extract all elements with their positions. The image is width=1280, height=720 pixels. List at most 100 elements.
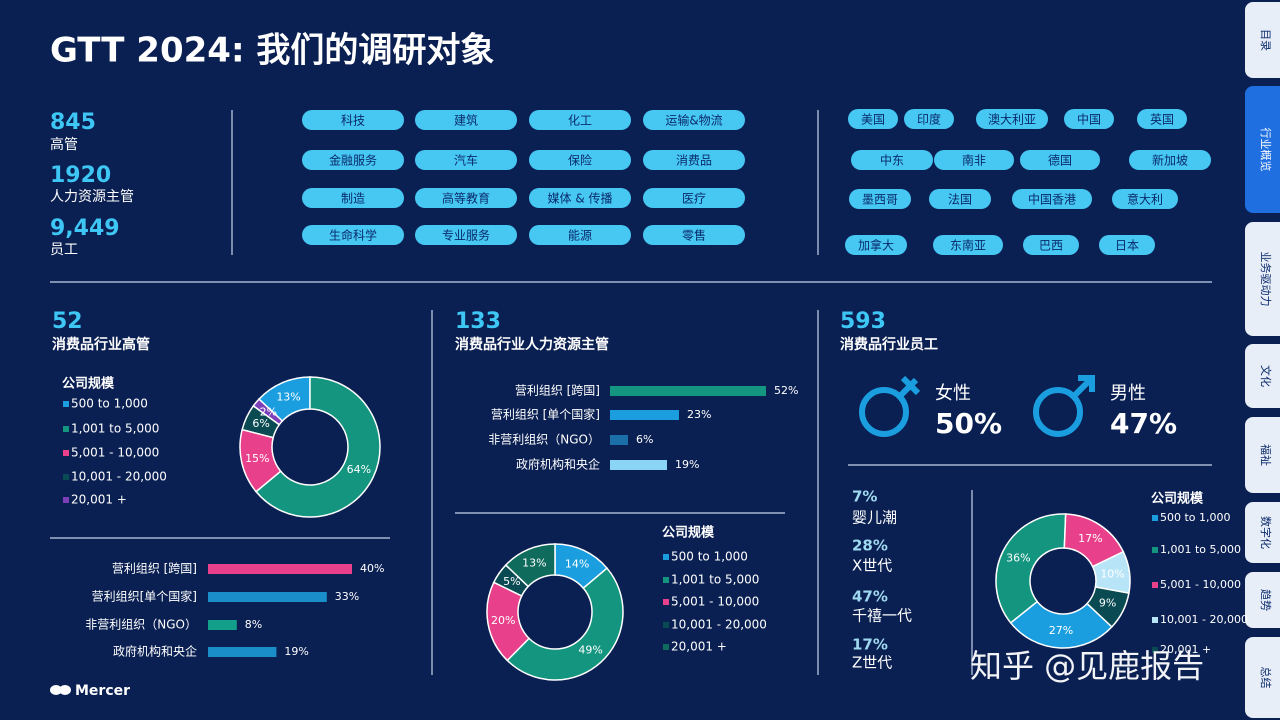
legend-label: 500 to 1,000 bbox=[671, 550, 748, 564]
legend-label: 20,001 + bbox=[71, 493, 127, 507]
panel-label: 消费品行业员工 bbox=[840, 336, 938, 353]
bar-value: 19% bbox=[284, 645, 308, 658]
donut-label: 13% bbox=[522, 557, 546, 570]
stat-label: 员工 bbox=[50, 242, 78, 258]
pill-label: 金融服务 bbox=[329, 153, 377, 168]
legend-swatch bbox=[63, 474, 69, 480]
female-icon bbox=[859, 375, 921, 437]
donut-slice bbox=[995, 513, 1067, 624]
pill bbox=[976, 109, 1048, 129]
pill-label: 运输&物流 bbox=[665, 113, 722, 128]
pill bbox=[851, 150, 933, 170]
legend-swatch bbox=[63, 426, 69, 432]
pill-label: 汽车 bbox=[454, 153, 478, 168]
pill-label: 化工 bbox=[568, 114, 592, 128]
legend-label: 20,001 + bbox=[1160, 643, 1211, 656]
legend-label: 5,001 - 10,000 bbox=[71, 446, 159, 460]
pill-label: 印度 bbox=[917, 112, 941, 127]
bar-value: 19% bbox=[675, 458, 699, 471]
bar-value: 52% bbox=[774, 384, 798, 397]
gender-value: 50% bbox=[935, 407, 1002, 440]
nav-tab[interactable] bbox=[1245, 572, 1280, 628]
nav-tab[interactable] bbox=[1245, 344, 1280, 408]
bar bbox=[610, 386, 766, 396]
donut-slice bbox=[504, 543, 556, 588]
panel-count: 52 bbox=[52, 309, 83, 334]
pill bbox=[643, 110, 745, 130]
pill bbox=[1129, 150, 1211, 170]
pill bbox=[1020, 150, 1100, 170]
donut-label: 27% bbox=[1049, 624, 1073, 637]
generation-label: 千禧一代 bbox=[852, 607, 912, 625]
pill bbox=[1012, 189, 1092, 209]
pill bbox=[643, 225, 745, 245]
donut-label: 20% bbox=[491, 614, 515, 627]
bar bbox=[610, 460, 667, 470]
stat-value: 1920 bbox=[50, 163, 111, 188]
donut-slice bbox=[255, 376, 381, 518]
legend-label: 500 to 1,000 bbox=[71, 397, 148, 411]
nav-tab[interactable] bbox=[1245, 417, 1280, 493]
nav-tab[interactable] bbox=[1245, 2, 1280, 78]
pill bbox=[845, 235, 907, 255]
donut-slice bbox=[1009, 600, 1113, 649]
stat-label: 人力资源主管 bbox=[50, 189, 134, 205]
pill-label: 新加坡 bbox=[1152, 153, 1188, 168]
legend-swatch bbox=[63, 401, 69, 407]
legend-swatch bbox=[663, 554, 669, 560]
male-icon bbox=[1033, 375, 1095, 437]
nav-tab-label: 数字化 bbox=[1259, 516, 1273, 549]
nav-tab-label: 总结 bbox=[1259, 667, 1273, 689]
donut-label: 9% bbox=[1099, 597, 1116, 610]
pill-label: 法国 bbox=[948, 193, 972, 207]
pill-label: 消费品 bbox=[676, 154, 712, 168]
stat-label: 高管 bbox=[50, 136, 78, 153]
pill-label: 制造 bbox=[341, 192, 365, 206]
donut-slice bbox=[1086, 586, 1130, 628]
pill bbox=[1137, 109, 1187, 129]
panel-count: 133 bbox=[455, 309, 501, 334]
bar bbox=[208, 564, 352, 574]
nav-tab-label: 业务驱动力 bbox=[1259, 252, 1272, 307]
nav-tab[interactable] bbox=[1245, 222, 1280, 336]
legend-label: 10,001 - 20,000 bbox=[1160, 613, 1248, 626]
pill-label: 德国 bbox=[1048, 153, 1072, 168]
nav-tab[interactable] bbox=[1245, 502, 1280, 563]
pill bbox=[1023, 235, 1079, 255]
gender-label: 女性 bbox=[935, 383, 971, 404]
bar-value: 23% bbox=[687, 408, 711, 421]
pill-label: 美国 bbox=[861, 113, 885, 127]
pill bbox=[302, 150, 404, 170]
nav-tab[interactable] bbox=[1245, 86, 1280, 213]
nav-tab-label: 目录 bbox=[1259, 29, 1272, 51]
generation-label: X世代 bbox=[852, 557, 892, 575]
pill bbox=[529, 110, 631, 130]
pill bbox=[848, 109, 898, 129]
donut-label: 13% bbox=[276, 390, 300, 403]
legend-title: 公司规模 bbox=[62, 376, 115, 392]
donut-slice bbox=[252, 398, 284, 426]
nav-tab[interactable] bbox=[1245, 637, 1280, 718]
pill-label: 能源 bbox=[568, 229, 592, 243]
legend-swatch bbox=[1152, 547, 1158, 553]
pill bbox=[929, 189, 991, 209]
nav-tab-label: 文化 bbox=[1259, 365, 1273, 387]
pill-label: 中东 bbox=[880, 153, 904, 168]
pill bbox=[643, 188, 745, 208]
donut-label: 10% bbox=[1100, 567, 1124, 580]
legend-swatch bbox=[663, 644, 669, 650]
legend-label: 5,001 - 10,000 bbox=[671, 595, 759, 609]
legend-label: 1,001 to 5,000 bbox=[671, 573, 759, 587]
legend-title: 公司规模 bbox=[662, 525, 715, 541]
pill-label: 媒体 & 传播 bbox=[548, 191, 613, 206]
generation-value: 28% bbox=[852, 537, 888, 555]
watermark: 知乎 @见鹿报告 bbox=[970, 647, 1204, 685]
donut-label: 17% bbox=[1078, 532, 1102, 545]
legend-swatch bbox=[1152, 515, 1158, 521]
legend-swatch bbox=[1152, 617, 1158, 623]
donut-label: 49% bbox=[578, 644, 602, 657]
bar-category: 政府机构和央企 bbox=[113, 644, 197, 659]
generation-label: 婴儿潮 bbox=[852, 509, 897, 527]
pill bbox=[934, 150, 1014, 170]
legend-swatch bbox=[663, 622, 669, 628]
